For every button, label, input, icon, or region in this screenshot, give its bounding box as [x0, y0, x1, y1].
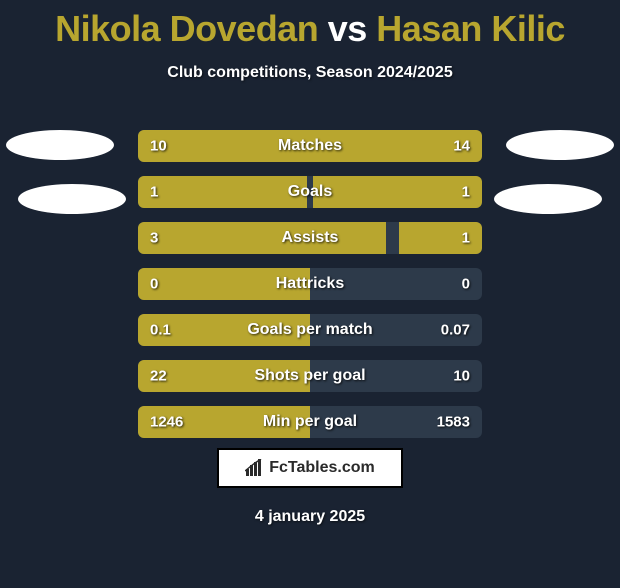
stat-label: Goals per match [138, 321, 482, 339]
stat-value-right: 1 [462, 184, 470, 201]
vs-separator: vs [328, 8, 367, 49]
stat-value-right: 1583 [437, 414, 470, 431]
player2-name: Hasan Kilic [376, 8, 565, 49]
player1-photo-placeholder-top [6, 130, 114, 160]
stat-row: Min per goal1246 1583 [138, 406, 482, 438]
stat-row: Shots per goal22 10 [138, 360, 482, 392]
stat-value-left: 1 [150, 184, 158, 201]
branding-text: FcTables.com [269, 459, 375, 477]
stat-label: Hattricks [138, 275, 482, 293]
player2-photo-placeholder-top [506, 130, 614, 160]
player1-photo-placeholder-bottom [18, 184, 126, 214]
stat-value-right: 1 [462, 230, 470, 247]
comparison-title: Nikola Dovedan vs Hasan Kilic [0, 8, 620, 50]
stat-label: Min per goal [138, 413, 482, 431]
bar-chart-icon [245, 459, 263, 477]
comparison-bar-chart: Matches1014Goals11Assists31Hattricks00Go… [138, 130, 482, 452]
date-label: 4 january 2025 [0, 508, 620, 526]
stat-value-left: 22 [150, 368, 167, 385]
stat-value-left: 10 [150, 138, 167, 155]
stat-label: Matches [138, 137, 482, 155]
stat-label: Goals [138, 183, 482, 201]
stat-value-right: 10 [453, 368, 470, 385]
stat-value-left: 3 [150, 230, 158, 247]
stat-value-left: 0 [150, 276, 158, 293]
stat-row: Matches10 14 [138, 130, 482, 162]
stat-row: Assists3 1 [138, 222, 482, 254]
stat-value-right: 0 [462, 276, 470, 293]
subtitle: Club competitions, Season 2024/2025 [0, 64, 620, 82]
stat-value-left: 0.1 [150, 322, 171, 339]
stat-row: Goals per match0.1 0.07 [138, 314, 482, 346]
player1-name: Nikola Dovedan [55, 8, 318, 49]
stat-label: Assists [138, 229, 482, 247]
stat-value-right: 0.07 [441, 322, 470, 339]
stat-label: Shots per goal [138, 367, 482, 385]
stat-row: Goals1 1 [138, 176, 482, 208]
stat-value-right: 14 [453, 138, 470, 155]
player2-photo-placeholder-bottom [494, 184, 602, 214]
branding-box: FcTables.com [217, 448, 403, 488]
stat-value-left: 1246 [150, 414, 183, 431]
stat-row: Hattricks0 0 [138, 268, 482, 300]
